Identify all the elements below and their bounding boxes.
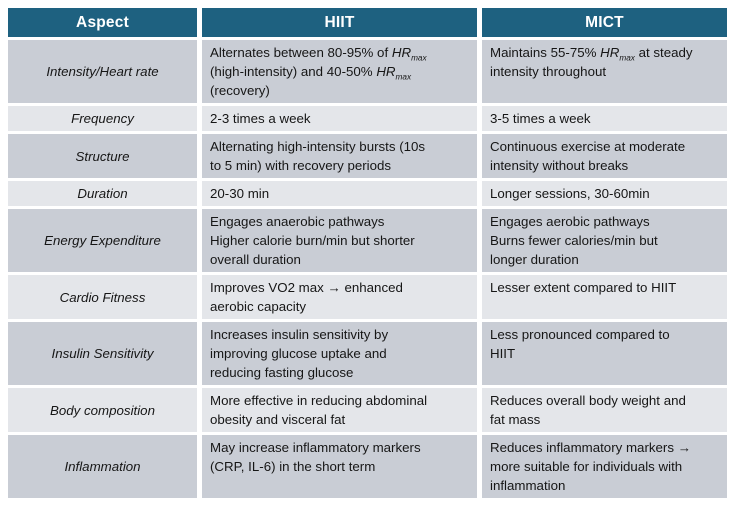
hiit-cell: 20-30 min — [202, 181, 477, 206]
table-row: Inflammation May increase inflammatory m… — [8, 435, 727, 498]
text-segment: Improves VO2 max → enhanced aerobic capa… — [210, 280, 403, 314]
table-body: Intensity/Heart rate Alternates between … — [8, 40, 727, 498]
text-segment: max — [411, 53, 427, 63]
mict-cell: Continuous exercise at moderate intensit… — [482, 134, 727, 178]
table-header: Aspect HIIT MICT — [8, 8, 727, 37]
hiit-cell: May increase inflammatory markers (CRP, … — [202, 435, 477, 498]
aspect-cell: Intensity/Heart rate — [8, 40, 197, 103]
table-row: Duration 20-30 min Longer sessions, 30-6… — [8, 181, 727, 206]
table-row: Intensity/Heart rate Alternates between … — [8, 40, 727, 103]
text-segment: max — [619, 53, 635, 63]
text-segment: Longer sessions, 30-60min — [490, 186, 650, 201]
text-segment: 3-5 times a week — [490, 111, 591, 126]
mict-cell: Engages aerobic pathways Burns fewer cal… — [482, 209, 727, 272]
header-cell-aspect: Aspect — [8, 8, 197, 37]
table-row: Cardio Fitness Improves VO2 max → enhanc… — [8, 275, 727, 319]
text-segment: at steady intensity throughout — [490, 45, 693, 79]
text-segment: Reduces overall body weight and fat mass — [490, 393, 686, 427]
aspect-cell: Cardio Fitness — [8, 275, 197, 319]
aspect-cell: Energy Expenditure — [8, 209, 197, 272]
text-segment: Continuous exercise at moderate intensit… — [490, 139, 686, 173]
text-segment: More effective in reducing abdominal obe… — [210, 393, 428, 427]
hiit-cell: Increases insulin sensitivity by improvi… — [202, 322, 477, 385]
text-segment: Less pronounced compared to HIIT — [490, 327, 670, 361]
text-segment: (high-intensity) and 40-50% — [210, 64, 373, 79]
text-segment: Increases insulin sensitivity by improvi… — [210, 327, 389, 380]
mict-cell: Reduces overall body weight and fat mass — [482, 388, 727, 432]
mict-cell: Reduces inflammatory markers → more suit… — [482, 435, 727, 498]
comparison-table: Aspect HIIT MICT Intensity/Heart rate Al… — [3, 5, 732, 501]
text-segment: 2-3 times a week — [210, 111, 311, 126]
mict-cell: Lesser extent compared to HIIT — [482, 275, 727, 319]
header-row: Aspect HIIT MICT — [8, 8, 727, 37]
table-row: Structure Alternating high-intensity bur… — [8, 134, 727, 178]
hiit-cell: More effective in reducing abdominal obe… — [202, 388, 477, 432]
text-segment: Lesser extent compared to HIIT — [490, 280, 677, 295]
text-segment: HR — [600, 45, 620, 60]
text-segment: Maintains 55-75% — [490, 45, 601, 60]
table-row: Insulin Sensitivity Increases insulin se… — [8, 322, 727, 385]
text-segment: HR — [391, 45, 412, 60]
mict-cell: Maintains 55-75% HRmax at steady intensi… — [482, 40, 727, 103]
text-segment: Alternating high-intensity bursts (10s t… — [210, 139, 426, 173]
text-segment: Alternates between 80-95% of — [210, 45, 392, 60]
text-segment: HR — [376, 64, 396, 79]
hiit-cell: 2-3 times a week — [202, 106, 477, 131]
aspect-cell: Inflammation — [8, 435, 197, 498]
hiit-cell: Alternates between 80-95% of HRmax (high… — [202, 40, 477, 103]
mict-cell: Less pronounced compared to HIIT — [482, 322, 727, 385]
aspect-cell: Duration — [8, 181, 197, 206]
text-segment: Reduces inflammatory markers → more suit… — [490, 440, 691, 493]
table-row: Frequency 2-3 times a week 3-5 times a w… — [8, 106, 727, 131]
aspect-cell: Body composition — [8, 388, 197, 432]
table-row: Energy Expenditure Engages anaerobic pat… — [8, 209, 727, 272]
aspect-cell: Insulin Sensitivity — [8, 322, 197, 385]
mict-cell: 3-5 times a week — [482, 106, 727, 131]
text-segment: Engages aerobic pathways Burns fewer cal… — [490, 214, 658, 267]
aspect-cell: Structure — [8, 134, 197, 178]
text-segment: (recovery) — [210, 83, 270, 98]
hiit-cell: Engages anaerobic pathways Higher calori… — [202, 209, 477, 272]
text-segment: max — [395, 72, 412, 82]
aspect-cell: Frequency — [8, 106, 197, 131]
text-segment: 20-30 min — [210, 186, 270, 201]
text-segment: May increase inflammatory markers (CRP, … — [210, 440, 421, 474]
hiit-cell: Alternating high-intensity bursts (10s t… — [202, 134, 477, 178]
hiit-cell: Improves VO2 max → enhanced aerobic capa… — [202, 275, 477, 319]
table-row: Body composition More effective in reduc… — [8, 388, 727, 432]
header-cell-mict: MICT — [482, 8, 727, 37]
mict-cell: Longer sessions, 30-60min — [482, 181, 727, 206]
header-cell-hiit: HIIT — [202, 8, 477, 37]
text-segment: Engages anaerobic pathways Higher calori… — [210, 214, 415, 267]
